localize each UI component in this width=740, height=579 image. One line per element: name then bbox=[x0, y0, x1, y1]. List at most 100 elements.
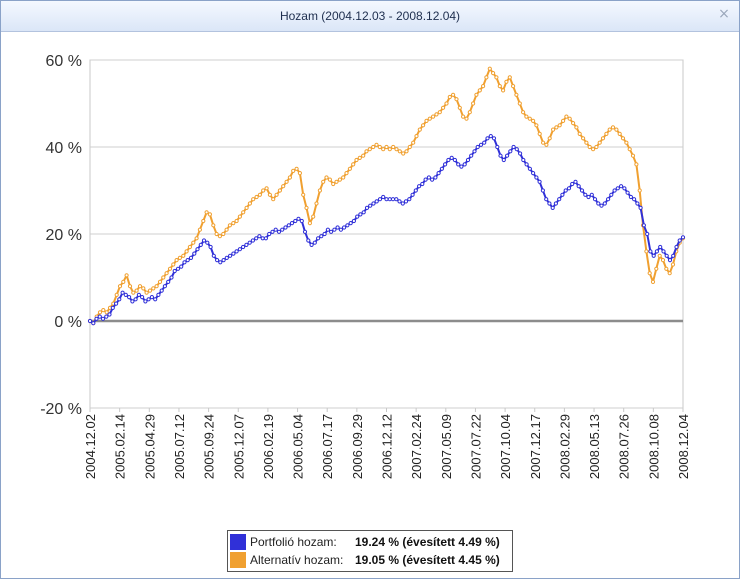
data-point bbox=[577, 131, 582, 137]
data-point bbox=[234, 249, 239, 254]
x-tick-label: 2007.10.04 bbox=[498, 414, 513, 479]
data-point bbox=[377, 144, 382, 150]
x-tick-label: 2005.04.29 bbox=[142, 414, 157, 479]
data-point bbox=[421, 123, 426, 128]
legend-swatch-alternative bbox=[230, 552, 246, 568]
data-point bbox=[423, 177, 428, 182]
data-point bbox=[494, 75, 499, 80]
data-point bbox=[371, 144, 376, 150]
data-point bbox=[664, 253, 669, 258]
data-point bbox=[583, 192, 588, 197]
data-point bbox=[497, 84, 502, 89]
data-point bbox=[317, 188, 322, 193]
data-point bbox=[433, 175, 438, 180]
data-point bbox=[110, 305, 115, 310]
data-point bbox=[628, 194, 634, 200]
data-point bbox=[247, 240, 252, 245]
data-point bbox=[167, 266, 173, 271]
y-tick-label: 40 % bbox=[46, 140, 82, 157]
data-point bbox=[371, 201, 376, 206]
data-point bbox=[671, 253, 676, 258]
data-point bbox=[627, 147, 632, 152]
data-point bbox=[228, 253, 233, 258]
data-point bbox=[299, 218, 304, 224]
data-point bbox=[301, 192, 306, 197]
titlebar[interactable]: Hozam (2004.12.03 - 2008.12.04) × bbox=[1, 1, 739, 32]
data-point bbox=[114, 292, 119, 297]
x-tick-label: 2007.02.24 bbox=[409, 414, 424, 479]
data-point bbox=[424, 118, 429, 124]
data-point bbox=[417, 127, 422, 132]
data-point bbox=[280, 227, 285, 232]
data-point bbox=[517, 101, 522, 106]
data-point bbox=[156, 292, 161, 297]
data-point bbox=[143, 299, 148, 304]
data-point bbox=[576, 184, 581, 189]
data-point bbox=[244, 242, 249, 247]
data-point bbox=[524, 114, 529, 119]
data-point bbox=[334, 179, 339, 184]
data-point bbox=[325, 227, 330, 232]
data-point bbox=[133, 297, 138, 302]
data-point bbox=[481, 84, 486, 89]
data-point bbox=[327, 177, 332, 182]
legend-swatch-portfolio bbox=[230, 534, 246, 550]
x-tick-label: 2005.02.14 bbox=[113, 414, 128, 479]
data-point bbox=[651, 253, 656, 258]
x-tick-label: 2007.05.09 bbox=[439, 414, 454, 479]
data-point bbox=[557, 197, 562, 202]
data-point bbox=[104, 310, 109, 315]
data-point bbox=[185, 258, 190, 263]
data-point bbox=[554, 125, 559, 130]
data-point bbox=[159, 288, 164, 293]
data-point bbox=[357, 155, 362, 161]
data-point bbox=[495, 144, 500, 150]
data-point bbox=[136, 292, 141, 297]
legend-value-alternative: 19.05 % (évesített 4.45 %) bbox=[355, 553, 500, 567]
data-point bbox=[218, 260, 223, 265]
data-point bbox=[581, 136, 586, 141]
data-point bbox=[632, 197, 637, 202]
data-point bbox=[341, 175, 346, 180]
close-icon[interactable]: × bbox=[718, 6, 730, 22]
data-point bbox=[117, 297, 122, 302]
data-point bbox=[475, 144, 480, 150]
data-point bbox=[417, 184, 422, 189]
data-point bbox=[324, 175, 329, 180]
data-point bbox=[420, 181, 425, 187]
data-point bbox=[620, 136, 626, 141]
data-point bbox=[574, 125, 579, 130]
data-point bbox=[594, 144, 599, 150]
data-point bbox=[319, 234, 324, 239]
data-point bbox=[241, 210, 246, 215]
data-point bbox=[540, 188, 546, 193]
data-point bbox=[221, 231, 226, 237]
x-tick-label: 2008.12.04 bbox=[676, 414, 691, 479]
data-point bbox=[564, 114, 569, 119]
data-point bbox=[403, 199, 409, 204]
data-point bbox=[426, 175, 431, 180]
data-point bbox=[414, 134, 419, 139]
data-point bbox=[560, 192, 565, 197]
x-tick-label: 2006.07.17 bbox=[320, 414, 335, 479]
data-point bbox=[591, 147, 596, 152]
data-point bbox=[457, 105, 462, 110]
data-point bbox=[624, 140, 629, 145]
data-point bbox=[237, 247, 242, 252]
data-point bbox=[361, 210, 366, 215]
data-point bbox=[271, 197, 276, 202]
data-point bbox=[485, 136, 490, 141]
data-point bbox=[181, 253, 186, 258]
x-tick-label: 2005.09.24 bbox=[202, 414, 217, 479]
data-point bbox=[521, 110, 526, 115]
data-point bbox=[276, 229, 282, 234]
data-point bbox=[381, 147, 386, 152]
data-point bbox=[224, 255, 229, 260]
data-point bbox=[127, 295, 132, 300]
data-point bbox=[140, 295, 145, 300]
data-point bbox=[182, 260, 187, 265]
data-point bbox=[157, 279, 163, 284]
data-point bbox=[124, 273, 129, 278]
x-tick-label: 2005.12.07 bbox=[231, 414, 246, 479]
data-point bbox=[306, 238, 311, 243]
